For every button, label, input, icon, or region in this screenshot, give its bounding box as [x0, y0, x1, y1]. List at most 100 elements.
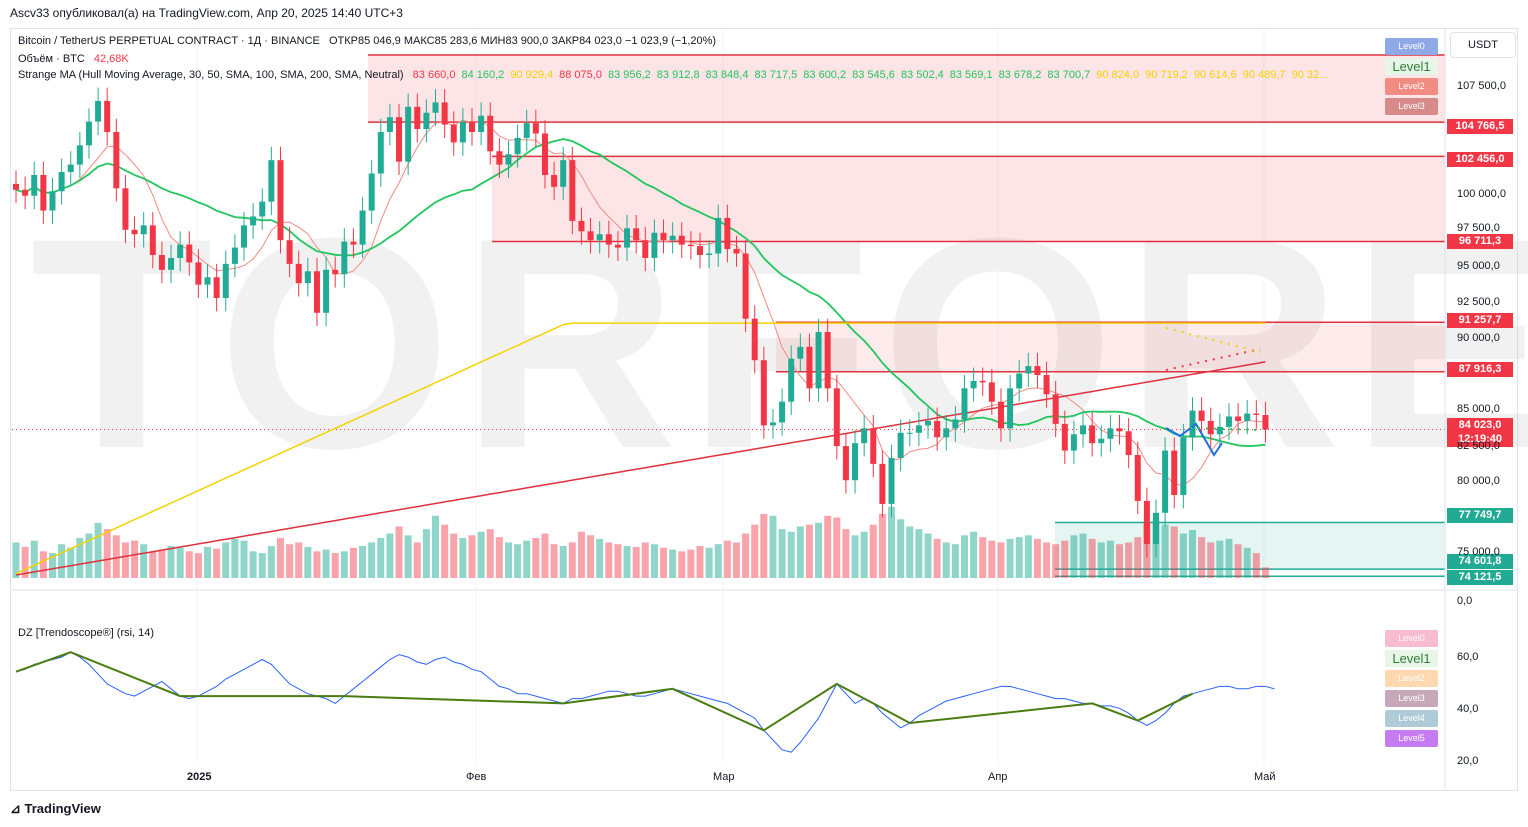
price-axis-tick: 95 000,0 [1457, 260, 1500, 272]
publisher-line: Ascv33 опубликовал(а) на TradingView.com… [10, 6, 403, 20]
volume-bar [906, 526, 914, 578]
level-badge[interactable]: Level5 [1385, 730, 1438, 747]
legend-ma-value: 83 600,2 [803, 69, 847, 81]
candle-body [541, 133, 548, 175]
price-axis-tick: 80 000,0 [1457, 475, 1500, 487]
candle-body [231, 247, 238, 264]
volume-bar [897, 519, 905, 578]
candle-body [76, 145, 83, 165]
volume-bar [851, 535, 859, 578]
volume-bar [577, 531, 585, 578]
candle-body [852, 443, 859, 481]
volume-bar [1070, 535, 1078, 578]
volume-bar [732, 542, 740, 578]
candle-body [925, 420, 931, 426]
candle-body [268, 160, 275, 202]
volume-bar [459, 538, 467, 578]
volume-bar [997, 542, 1005, 578]
legend-ma-value: 90 32... [1291, 69, 1329, 81]
volume-bar [1097, 542, 1105, 578]
volume-bar [131, 540, 139, 578]
candle-body [459, 121, 466, 143]
candle-body [396, 117, 403, 162]
ma-red-projection [1165, 348, 1261, 371]
candle-body [195, 262, 202, 285]
volume-bar [769, 515, 777, 578]
legend-ma-value: 83 956,2 [607, 69, 651, 81]
candle-body [204, 277, 211, 285]
level-badge[interactable]: Level4 [1385, 710, 1438, 727]
candle-body [1189, 410, 1196, 438]
candle-body [897, 432, 904, 458]
candle-body [478, 115, 485, 133]
volume-bar [121, 542, 129, 578]
level-badge[interactable]: Level2 [1385, 670, 1438, 687]
volume-bar [386, 533, 394, 578]
candle-body [1244, 413, 1251, 421]
candle-body [341, 241, 348, 275]
volume-bar [970, 531, 978, 578]
volume-bar [103, 529, 111, 578]
candle-body [450, 124, 457, 143]
candle-body [487, 115, 494, 152]
volume-bar [614, 544, 622, 578]
price-axis-tick: 100 000,0 [1457, 188, 1506, 200]
legend-ma-value: 84 160,2 [461, 69, 505, 81]
volume-bar [1125, 542, 1133, 578]
volume-bar [860, 531, 868, 578]
resistance-zone-low [776, 322, 1445, 372]
level-badge[interactable]: Level2 [1385, 78, 1438, 95]
level-badge[interactable]: Level3 [1385, 98, 1438, 115]
volume-bar [67, 547, 75, 578]
candle-body [1125, 431, 1132, 456]
candle-body [961, 388, 968, 420]
candle-body [104, 100, 111, 133]
candle-body [441, 102, 448, 125]
chart-frame[interactable] [10, 28, 1518, 791]
volume-bar [805, 524, 813, 578]
volume-bar [888, 506, 896, 578]
volume-bar [869, 524, 877, 578]
volume-bar [249, 551, 257, 578]
volume-bar [833, 517, 841, 578]
candle-body [669, 235, 676, 241]
legend-rsi: DZ [Trendoscope®] (rsi, 14) [18, 627, 160, 639]
candle-body [1235, 416, 1242, 421]
candle-body [85, 121, 92, 146]
currency-button[interactable]: USDT [1450, 32, 1516, 58]
level-badge[interactable]: Level3 [1385, 690, 1438, 707]
level-badge[interactable]: Level1 [1385, 650, 1438, 667]
candle-body [1225, 416, 1232, 427]
candle-body [523, 123, 530, 138]
candle-body [560, 160, 567, 187]
tradingview-logo[interactable]: ⊿ TradingView [10, 801, 101, 817]
candle-body [1007, 388, 1014, 429]
volume-bar [532, 538, 540, 578]
legend-ma-label: Strange MA (Hull Moving Average, 30, 50,… [18, 69, 404, 81]
volume-bar [76, 538, 84, 578]
tradingview-brand: TradingView [24, 801, 101, 816]
candle-body [1207, 420, 1214, 435]
time-axis-tick: 2025 [187, 771, 212, 783]
legend-volume-value: 42,68K [93, 53, 129, 65]
ma-yellow-line [15, 322, 1266, 575]
level-badge[interactable]: Level0 [1385, 38, 1438, 55]
level-badge[interactable]: Level0 [1385, 630, 1438, 647]
candle-body [149, 225, 156, 255]
volume-bar [322, 549, 330, 578]
volume-bar [587, 535, 595, 578]
candle-body [1262, 415, 1269, 430]
level-badge[interactable]: Level1 [1385, 58, 1438, 75]
candle-body [888, 457, 895, 504]
candle-body [979, 380, 986, 383]
volume-bar [1061, 540, 1069, 578]
candle-body [870, 428, 877, 464]
volume-bar [231, 538, 239, 578]
legend-volume-label: Объём · BTC [18, 53, 85, 65]
candle-body [1134, 455, 1141, 501]
volume-bar [149, 551, 157, 578]
ma-yellow-projection [1165, 327, 1261, 353]
volume-bar [1106, 540, 1114, 578]
volume-bar [696, 546, 704, 578]
